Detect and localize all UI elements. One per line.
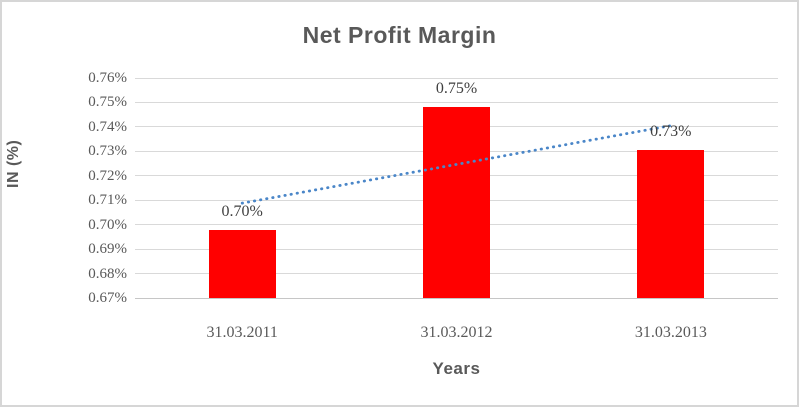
gridline	[135, 77, 778, 79]
y-axis-tick-label: 0.74%	[88, 118, 127, 135]
y-axis-tick-label: 0.70%	[88, 216, 127, 233]
y-axis-tick-label: 0.75%	[88, 94, 127, 111]
x-axis-category-label: 31.03.2013	[634, 324, 707, 341]
trendline	[240, 124, 673, 205]
y-axis-tick-label: 0.68%	[88, 265, 127, 282]
bar-data-label: 0.70%	[221, 202, 263, 220]
y-axis-tick-label: 0.67%	[88, 290, 127, 306]
y-axis-tick-label: 0.69%	[88, 241, 127, 258]
y-axis-tick-label: 0.72%	[88, 167, 127, 184]
y-axis-title-text: IN (%)	[5, 139, 22, 188]
gridline	[135, 297, 778, 299]
chart-title: Net Profit Margin	[302, 22, 497, 48]
gridline	[135, 101, 778, 103]
bar-data-label: 0.75%	[435, 80, 478, 98]
x-axis-category-label: 31.03.2012	[420, 324, 493, 341]
bar	[423, 107, 490, 298]
y-axis-tick-label: 0.73%	[88, 143, 127, 160]
x-axis-category-label: 31.03.2011	[206, 324, 278, 341]
y-axis-tick-label: 0.71%	[88, 192, 127, 209]
bar	[208, 229, 276, 298]
x-axis-title: Years	[432, 359, 481, 378]
bar	[637, 150, 705, 298]
plot-area: 0.76% 0.75% 0.74% 0.73% 0.72% 0.71% 0.70% 0.69%…	[88, 70, 778, 341]
y-axis-tick-label: 0.76%	[88, 70, 127, 86]
bar-data-label: 0.73%	[650, 123, 692, 141]
